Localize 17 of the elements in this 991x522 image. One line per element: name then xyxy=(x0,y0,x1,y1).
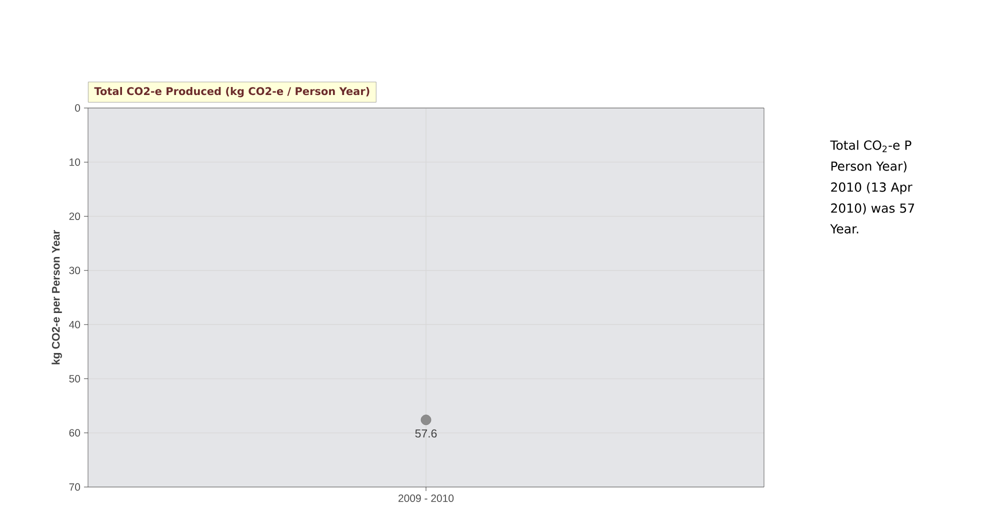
data-label: 57.6 xyxy=(415,429,437,438)
y-tick-label: 70 xyxy=(69,483,80,491)
y-tick-label: 30 xyxy=(69,266,80,274)
text: Person Year) xyxy=(831,161,906,172)
text: 2010) was 57 xyxy=(831,203,914,214)
y-tick-label: 10 xyxy=(70,158,80,166)
y-tick-label: 0 xyxy=(75,104,80,112)
y-tick-label: 40 xyxy=(69,320,80,328)
y-tick-label: 60 xyxy=(69,429,80,437)
y-tick-label: 50 xyxy=(69,375,80,382)
y-tick-label: 20 xyxy=(69,212,80,220)
x-tick-label: 2009 - 2010 xyxy=(398,494,454,502)
text: Year. xyxy=(830,224,858,234)
text: 2010 (13 Apr xyxy=(831,182,912,194)
y-axis-title: kg CO2-e per Person Year xyxy=(52,230,62,364)
chart-title: Total CO2-e Produced (kg CO2-e / Person Year) xyxy=(94,86,370,98)
text: Total CO$_{2}$-e P xyxy=(830,140,912,152)
